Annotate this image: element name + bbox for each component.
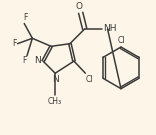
Text: F: F [12,39,17,48]
Text: NH: NH [103,24,116,33]
Text: F: F [23,13,27,22]
Text: Cl: Cl [86,75,94,84]
Text: CH₃: CH₃ [48,97,62,106]
Text: Cl: Cl [117,36,125,45]
Text: F: F [22,56,26,65]
Text: N: N [34,56,41,65]
Text: N: N [52,75,59,84]
Text: O: O [76,2,83,11]
